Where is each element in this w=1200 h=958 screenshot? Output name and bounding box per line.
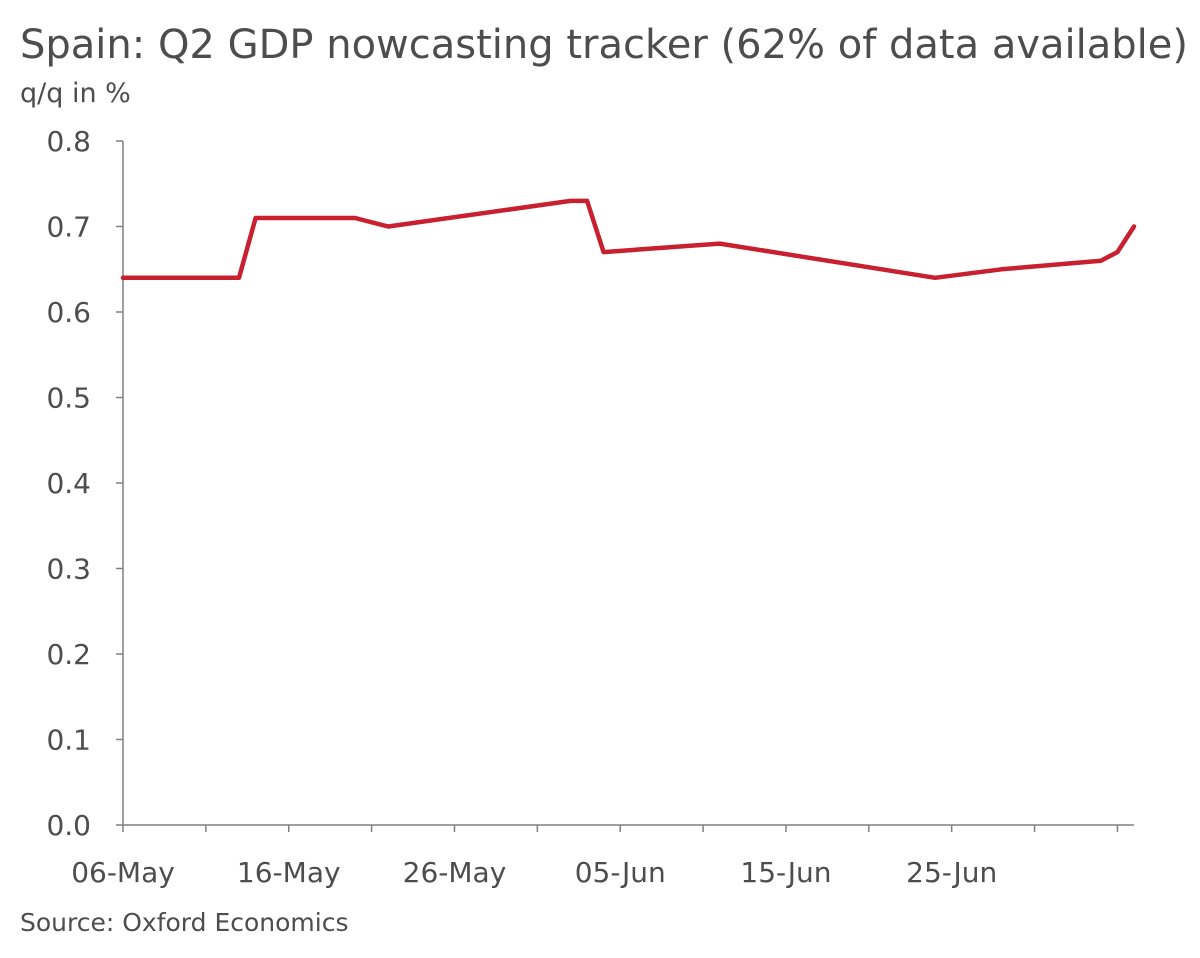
y-tick-label: 0.6 bbox=[46, 296, 91, 329]
y-tick-label: 0.3 bbox=[46, 553, 91, 586]
y-tick-label: 0.5 bbox=[46, 382, 91, 415]
y-tick-label: 0.4 bbox=[46, 467, 91, 500]
x-tick-label: 16-May bbox=[237, 856, 341, 889]
y-tick-label: 0.8 bbox=[46, 125, 91, 158]
y-tick-label: 0.0 bbox=[46, 809, 91, 842]
y-axis-ticks: 0.0 0.1 0.2 0.3 0.4 0.5 0.6 0.7 0.8 bbox=[46, 125, 123, 842]
axes bbox=[122, 141, 1134, 826]
x-tick-label: 15-Jun bbox=[740, 856, 831, 889]
chart-title: Spain: Q2 GDP nowcasting tracker (62% of… bbox=[20, 22, 1188, 68]
series-layer bbox=[120, 198, 1137, 281]
y-axis-unit-label: q/q in % bbox=[20, 78, 131, 109]
x-tick-label: 26-May bbox=[403, 856, 507, 889]
x-axis-ticks: 06-May 16-May 26-May 05-Jun 15-Jun 25-Jun bbox=[71, 825, 1119, 889]
x-tick-label: 05-Jun bbox=[575, 856, 666, 889]
series-line bbox=[120, 198, 1137, 281]
y-tick-label: 0.2 bbox=[46, 638, 91, 671]
y-tick-label: 0.1 bbox=[46, 724, 91, 757]
x-tick-label: 25-Jun bbox=[906, 856, 997, 889]
x-tick-label: 06-May bbox=[71, 856, 175, 889]
y-tick-label: 0.7 bbox=[46, 211, 91, 244]
source-note: Source: Oxford Economics bbox=[20, 908, 349, 937]
